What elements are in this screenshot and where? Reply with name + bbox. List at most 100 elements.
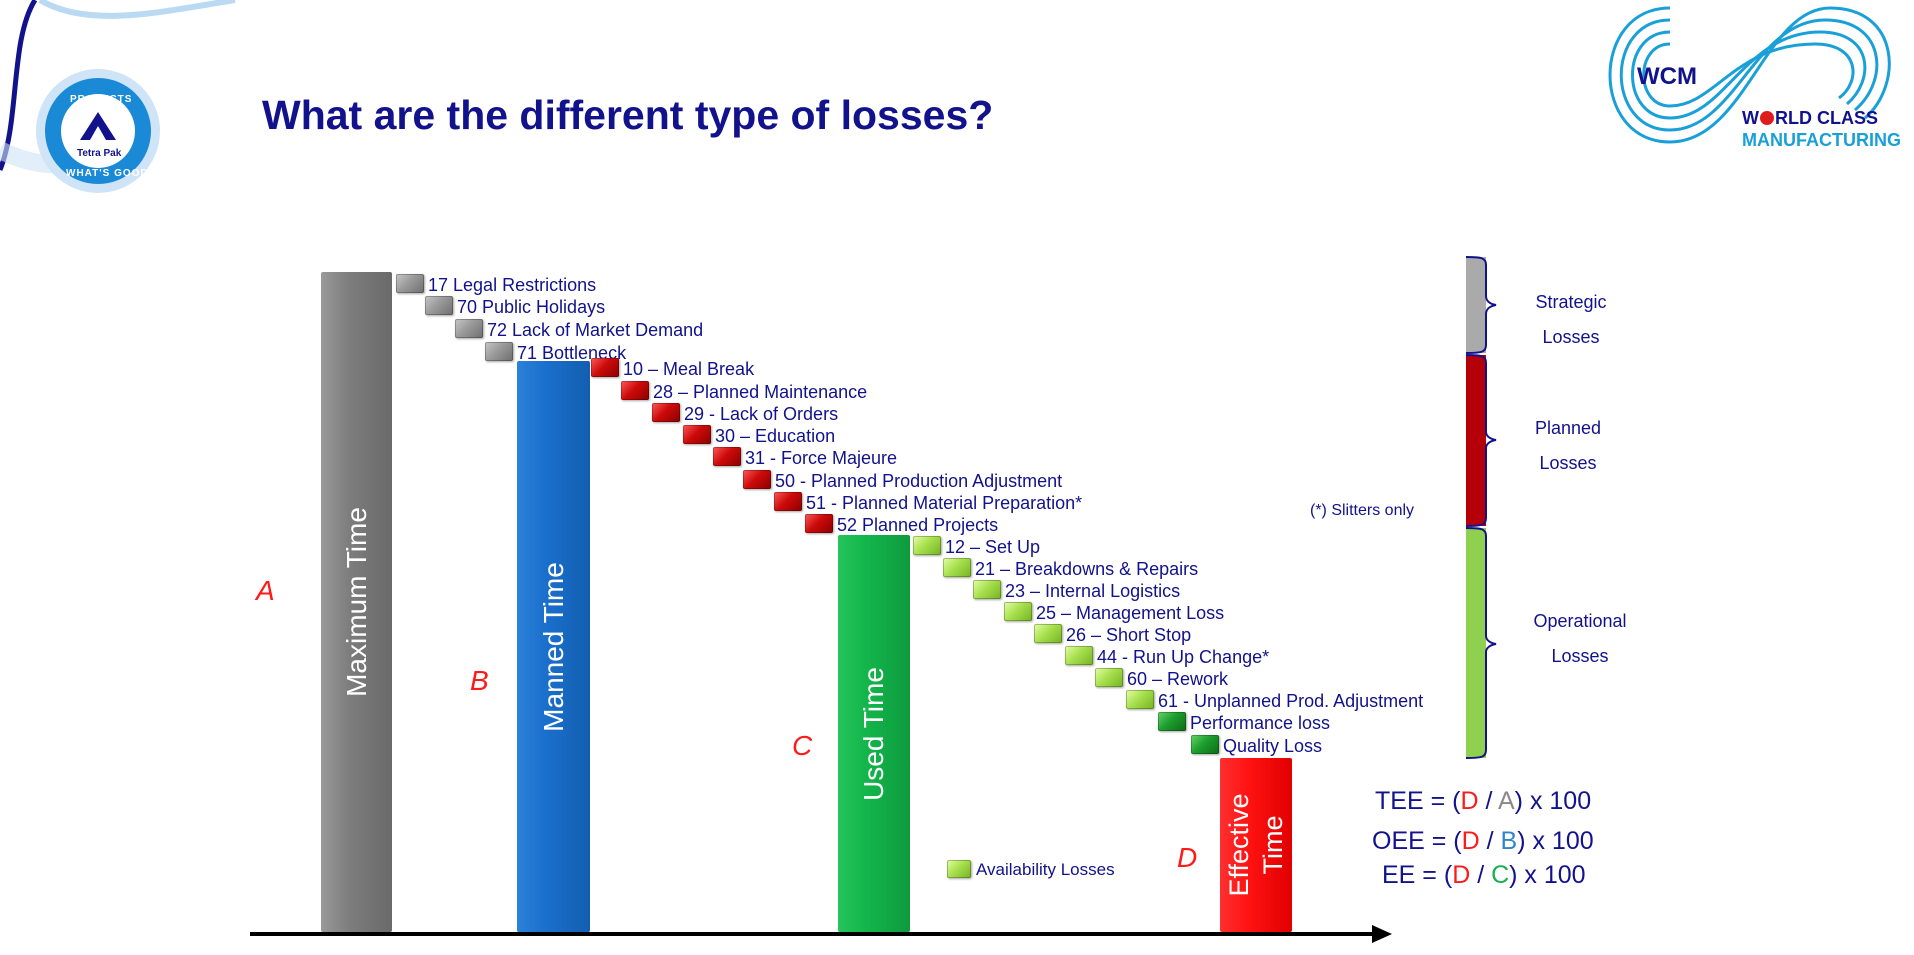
loss-step-label: 29 - Lack of Orders [684,404,839,424]
tetra-pak-tagline-bottom: WHAT'S GOOD [66,168,149,179]
bar-manned-time: Manned Time [517,361,590,932]
wcm-line2: MANUFACTURING [1742,130,1901,150]
loss-step-label: 50 - Planned Production Adjustment [775,471,1063,491]
bar-used-time: Used Time [838,535,910,932]
loss-step-marker [425,296,453,315]
loss-step-label: 17 Legal Restrictions [428,275,597,295]
loss-step-marker [652,403,680,422]
loss-step-label: 12 – Set Up [945,537,1041,557]
wcm-logo: WCM W RLD CLASS MANUFACTURING [1585,0,1914,155]
loss-step-label: 21 – Breakdowns & Repairs [975,559,1199,579]
loss-step-marker [683,425,711,444]
formula-ee-name: EE [1382,861,1416,889]
loss-step-marker [621,381,649,400]
loss-step-label: 52 Planned Projects [837,515,999,535]
formula-ee: EE = (D / C) x 100 [1382,861,1586,890]
loss-step-marker [1065,646,1093,665]
bracket-label-strategic-line1: Strategic [1535,292,1607,312]
loss-step-marker [713,447,741,466]
wcm-line1: W RLD CLASS [1742,108,1878,129]
loss-step-marker [485,342,513,361]
formula-oee-eq: = ( [1424,827,1462,855]
legend-availability-swatch [947,860,971,878]
formula-ee-tail: ) x 100 [1509,861,1586,889]
formula-tee-tail: ) x 100 [1514,787,1592,815]
formula-ee-eq: = ( [1415,861,1453,889]
wcm-o-mark [1760,111,1774,125]
loss-step-marker [1158,712,1186,731]
formula-tee-name: TEE [1375,787,1424,815]
bracket-label-strategic-line2: Losses [1542,327,1600,347]
formula-tee-slash: / [1478,787,1498,815]
loss-step-label: 26 – Short Stop [1066,625,1192,645]
bracket-label-strategic: Strategic Losses [1531,285,1611,355]
bracket-label-planned-line2: Losses [1539,453,1597,473]
loss-step-label: 23 – Internal Logistics [1005,581,1181,601]
formula-oee-tail: ) x 100 [1517,827,1594,855]
loss-step-label: Quality Loss [1223,736,1323,756]
loss-step-label: 28 – Planned Maintenance [653,382,868,402]
loss-step-marker [396,274,424,293]
loss-step-label: 61 - Unplanned Prod. Adjustment [1158,691,1424,711]
letter-c: C [792,730,813,761]
loss-step-marker [1004,602,1032,621]
loss-step-marker [743,470,771,489]
bracket-label-operational-line2: Losses [1551,646,1609,666]
formula-oee-name: OEE [1372,827,1425,855]
loss-step-label: 25 – Management Loss [1036,603,1225,623]
wcm-line1-prefix: W [1742,108,1759,128]
formula-oee-num: D [1461,827,1480,855]
formula-oee-slash: / [1479,827,1501,855]
bracket-label-operational: Operational Losses [1527,604,1633,674]
tetra-pak-logo: PROTECTS Tetra Pak WHAT'S GOOD [0,0,250,215]
formula-ee-den: C [1491,861,1510,889]
formula-tee-num: D [1460,787,1479,815]
loss-step-marker [1095,668,1123,687]
letter-a: A [256,575,275,606]
loss-step-marker [774,492,802,511]
loss-step-marker [1034,624,1062,643]
tetra-pak-tagline-top: PROTECTS [70,94,133,105]
wcm-mark: WCM [1637,63,1697,90]
formula-tee: TEE = (D / A) x 100 [1375,787,1591,816]
loss-step-label: 31 - Force Majeure [745,448,898,468]
tetra-pak-brand: Tetra Pak [77,148,122,159]
formula-tee-den: A [1497,787,1515,815]
letter-b: B [470,665,489,696]
loss-step-marker [973,580,1001,599]
wcm-line1-rest: RLD CLASS [1775,108,1878,128]
loss-step-label: 10 – Meal Break [623,359,755,379]
loss-step-label: 60 – Rework [1127,669,1229,689]
formula-ee-slash: / [1470,861,1492,889]
bar-effective-time: Effective Time [1220,758,1292,932]
loss-step-marker [805,514,833,533]
bracket-planned [1465,354,1497,527]
legend-availability-label: Availability Losses [976,860,1115,879]
loss-step-label: 70 Public Holidays [457,297,606,317]
loss-step-marker [1126,690,1154,709]
loss-step-marker [455,319,483,338]
bracket-label-planned-line1: Planned [1534,418,1602,438]
bracket-label-planned: Planned Losses [1528,411,1608,481]
bar-maximum-time: Maximum Time [321,272,392,932]
loss-step-marker [1191,735,1219,754]
letter-d: D [1177,842,1198,873]
loss-step-label: 44 - Run Up Change* [1097,647,1270,667]
formula-tee-eq: = ( [1423,787,1461,815]
loss-step-label: 72 Lack of Market Demand [487,320,704,340]
bracket-label-operational-line1: Operational [1533,611,1627,631]
bracket-operational [1465,527,1497,759]
bracket-strategic [1465,256,1497,354]
slitters-note: (*) Slitters only [1310,502,1415,519]
formula-oee-den: B [1500,827,1518,855]
page-title: What are the different type of losses? [262,92,994,138]
loss-step-marker [943,558,971,577]
formula-oee: OEE = (D / B) x 100 [1372,827,1594,856]
loss-step-label: Performance loss [1190,713,1331,733]
loss-step-label: 30 – Education [715,426,836,446]
loss-step-marker [913,536,941,555]
loss-step-label: 51 - Planned Material Preparation* [806,493,1083,513]
